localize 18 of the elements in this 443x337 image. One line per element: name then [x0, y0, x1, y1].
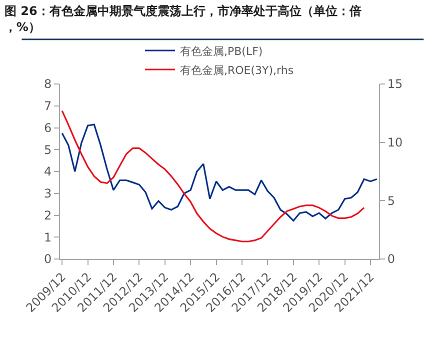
y-tick-label: 2 [44, 208, 52, 222]
y2-tick-label: 0 [387, 252, 396, 266]
y-tick-label: 0 [44, 252, 52, 266]
y-tick-label: 8 [44, 77, 52, 92]
y-tick-label: 1 [44, 230, 52, 244]
line-series [61, 124, 378, 222]
y2-tick-label: 10 [387, 136, 403, 150]
y-tick-label: 6 [44, 120, 52, 135]
y-tick-label: 5 [44, 142, 52, 157]
y2-tick-label: 5 [387, 194, 396, 208]
y2-tick-label: 15 [387, 77, 403, 92]
y-tick-label: 4 [44, 164, 52, 179]
chart-title: 图 26：有色金属中期景气度震荡上行，市净率处于高位（单位：倍，%） [4, 4, 362, 34]
legend-label: 有色金属,PB(LF) [180, 44, 263, 58]
line-series [61, 110, 365, 242]
y-tick-label: 7 [44, 99, 52, 114]
legend-label: 有色金属,ROE(3Y),rhs [180, 64, 294, 77]
y-tick-label: 3 [44, 186, 52, 201]
